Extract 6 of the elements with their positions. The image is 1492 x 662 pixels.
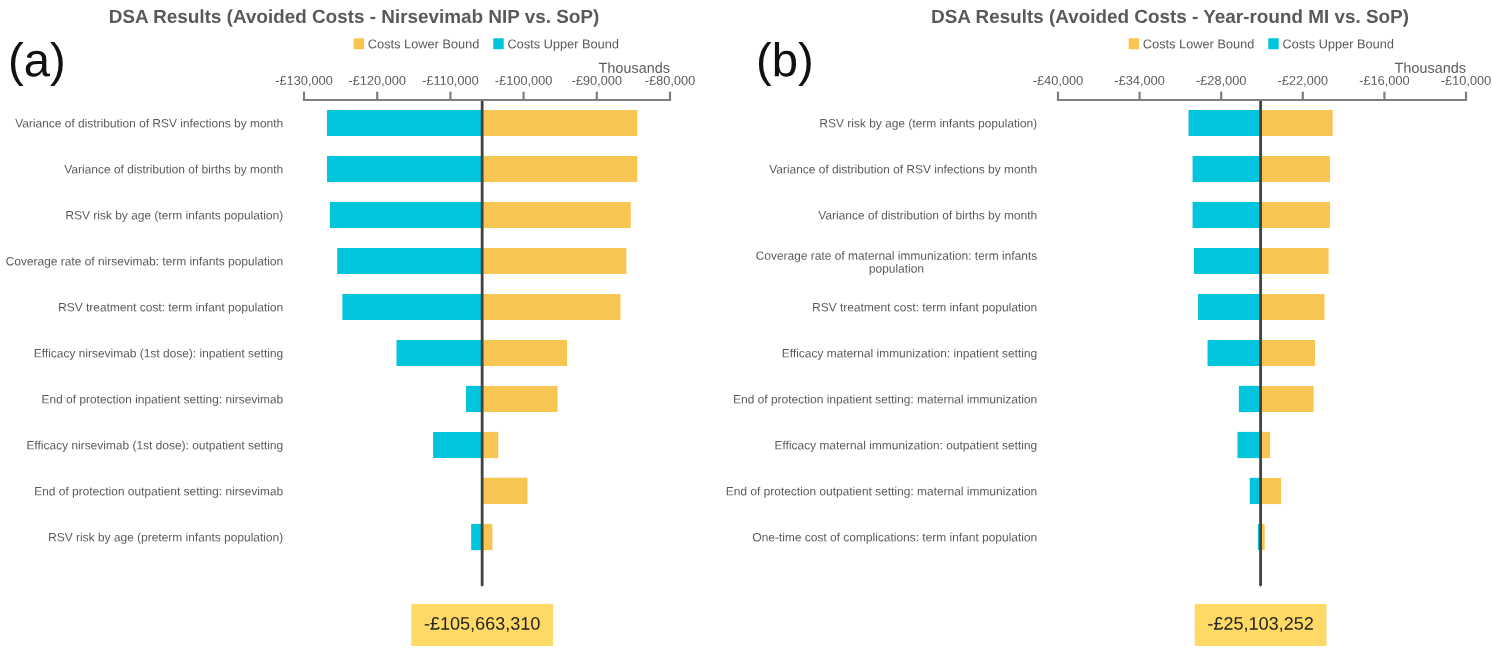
text: (b)	[758, 41, 811, 86]
ref-line-label: -£105,663,310	[424, 617, 540, 632]
chart-title: DSA Results (Avoided Costs - Year-round MI vs. SoP)	[932, 9, 1409, 27]
text: (a)	[10, 41, 63, 86]
chart-title: DSA Results (Avoided Costs - Nirsevimab NIP vs. SoP)	[110, 9, 599, 27]
ref-line-label: -£25,103,252	[1208, 617, 1313, 632]
